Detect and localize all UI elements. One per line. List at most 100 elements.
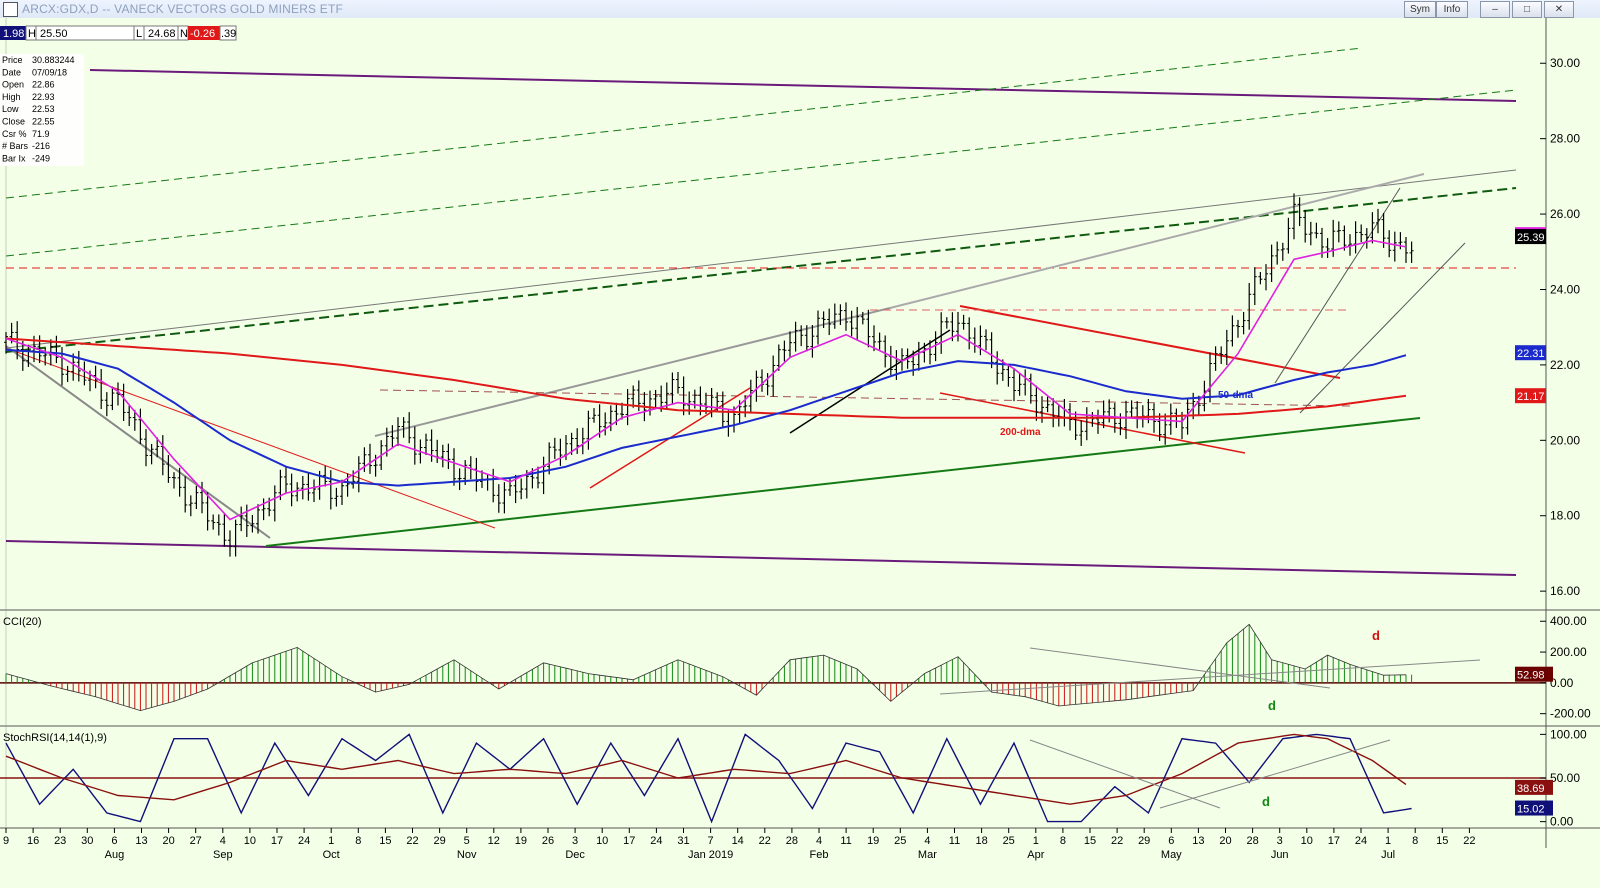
steep-channel-lower[interactable] [1299,242,1466,414]
ohlc-bar: 1.98 H 25.50 L 24.68 N -0.26 .39 [0,25,237,41]
x-day-label: 1 [328,835,334,847]
price-y-tick-label: 20.00 [1550,433,1580,447]
grey-line-top[interactable] [5,169,1517,349]
stoch-divergence-line-1[interactable] [1029,739,1221,809]
x-day-label: 22 [1111,835,1123,847]
x-month-label: Sep [213,849,233,861]
grey-rising-line-2[interactable] [889,173,1425,309]
stoch-y-axis: 100.00 50.00 0.00 38.69 15.02 [1515,727,1587,829]
green-dashed-line-1[interactable] [5,47,1363,199]
x-day-label: 9 [3,835,9,847]
x-day-label: 14 [732,835,744,847]
stoch-title: StochRSI(14,14(1),9) [3,732,107,744]
green-dashed-line-2[interactable] [5,89,1517,257]
x-day-label: 13 [1192,835,1204,847]
x-day-label: 7 [708,835,714,847]
red-down-line[interactable] [5,347,496,529]
price-y-tick-label: 16.00 [1550,584,1580,598]
last-ma50-tag-bg [1515,345,1546,361]
data-window-value: -249 [32,153,50,163]
x-day-label: 1 [1033,835,1039,847]
x-day-label: 3 [1277,835,1283,847]
data-window-value: 30.883244 [32,55,75,65]
x-day-label: 19 [867,835,879,847]
red-descending-line[interactable] [959,305,1341,379]
grey-down-line[interactable] [5,345,271,539]
x-day-label: 30 [81,835,93,847]
x-month-label: Nov [457,849,477,861]
x-day-label: 22 [759,835,771,847]
close-button[interactable]: ✕ [1544,1,1574,18]
green-dashed-line-3[interactable] [5,187,1517,353]
ohlc-change-tail: .39 [221,28,236,40]
ma50-annotation: 50-dma [1218,390,1253,401]
ohlc-change-label: N [180,28,188,40]
data-window-label: Date [2,67,21,77]
date-x-axis: 9 16 23 30 6 13 20 27 4 10 17 24 1 8 15 22 29 5 12 19 26 3 10 1… [3,828,1476,861]
x-day-label: 22 [406,835,418,847]
cci-last-tag: 52.98 [1517,670,1545,682]
x-day-label: 6 [111,835,117,847]
x-day-label: 17 [1328,835,1340,847]
x-day-label: 8 [1060,835,1066,847]
maximize-button[interactable]: □ [1512,1,1542,18]
ohlc-low: 24.68 [148,28,176,40]
x-day-label: 11 [840,835,851,847]
data-window-value: 22.53 [32,104,55,114]
chart-canvas[interactable]: 1.98 H 25.50 L 24.68 N -0.26 .39 Price 30… [0,18,1600,888]
stoch-d-tag: 38.69 [1517,783,1545,795]
x-day-label: 18 [975,835,987,847]
steep-channel-upper[interactable] [1274,187,1401,384]
x-month-label: Dec [565,849,585,861]
price-y-tick-label: 22.00 [1550,358,1580,372]
price-y-tick-label: 18.00 [1550,509,1580,523]
data-window-label: Low [2,104,19,114]
x-day-label: 17 [623,835,635,847]
data-window-label: Open [2,80,24,90]
stoch-k-tag-bg [1515,800,1553,816]
x-month-label: May [1161,849,1182,861]
ohlc-change: -0.26 [190,28,215,40]
x-day-label: 4 [816,835,822,847]
x-day-label: 24 [1355,835,1367,847]
x-day-label: 22 [1463,835,1475,847]
cci-last-tag-bg [1515,666,1553,682]
cci-divergence-line-1[interactable] [1029,647,1331,689]
cci-y-tick-label: -200.00 [1550,707,1591,721]
x-day-label: 16 [27,835,39,847]
minimize-button[interactable]: – [1480,1,1510,18]
x-day-label: 13 [135,835,147,847]
cci-y-tick-label: 200.00 [1550,645,1587,659]
lower-channel-line[interactable] [5,540,1517,576]
cci-title: CCI(20) [3,616,42,628]
sym-button[interactable]: Sym [1404,1,1436,18]
stoch-divergence-line-2[interactable] [1159,739,1391,809]
x-month-label: Feb [810,849,829,861]
ohlc-open: 1.98 [3,28,24,40]
x-day-label: 25 [894,835,906,847]
price-indicator-lines [5,239,1407,521]
x-month-label: Apr [1027,849,1044,861]
data-window-value: 07/09/18 [32,67,67,77]
upper-channel-line[interactable] [89,69,1517,102]
x-day-label: 8 [1412,835,1418,847]
green-support-line[interactable] [265,417,1421,547]
x-day-label: 24 [650,835,662,847]
ma-fast-marker [1515,227,1546,231]
app-icon [3,2,18,17]
x-month-label: Mar [918,849,937,861]
cci-divergence-label-red: d [1372,628,1380,643]
ohlc-low-label: L [136,28,142,40]
data-window-label: Price [2,55,23,65]
cci-y-tick-label: 0.00 [1550,676,1574,690]
grey-rising-line[interactable] [374,307,891,437]
info-button[interactable]: Info [1436,1,1468,18]
data-window: Price 30.883244 Date 07/09/18 Open 22.86 High 2… [0,54,84,166]
cci-y-tick-label: 400.00 [1550,614,1587,628]
stoch-y-tick-label: 100.00 [1550,727,1587,741]
data-window-label: High [2,92,21,102]
red-dashed-line-3[interactable] [379,389,1351,407]
cci-divergence-line-2[interactable] [939,659,1481,695]
data-window-label: Bar Ix [2,153,26,163]
price-y-tick-label: 28.00 [1550,132,1580,146]
